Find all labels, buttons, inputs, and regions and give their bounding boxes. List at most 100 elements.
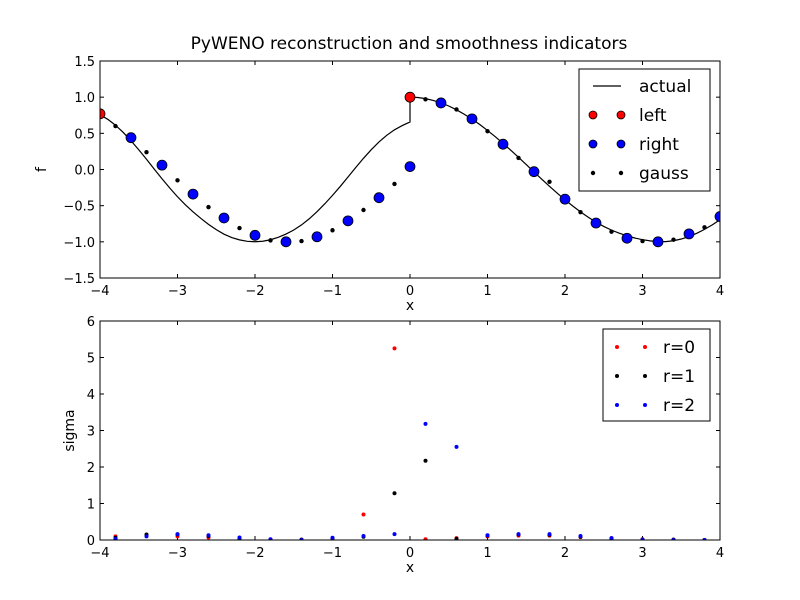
data-point-r=0 <box>361 512 366 517</box>
series-actual <box>100 96 720 243</box>
series-line-actual <box>100 96 720 243</box>
y-tick-label: 0.0 <box>74 164 95 179</box>
data-point-gauss <box>671 237 676 242</box>
legend-entry-left: left <box>588 106 667 126</box>
x-tick-label: −2 <box>245 284 264 299</box>
data-point-r=2 <box>640 537 645 540</box>
data-point-r=2 <box>516 532 521 537</box>
x-tick-label: 1 <box>483 546 491 561</box>
data-point-right <box>559 193 571 205</box>
data-point-gauss <box>330 228 335 233</box>
legend-swatch-marker <box>615 345 619 349</box>
data-point-r=2 <box>392 532 397 537</box>
data-point-gauss <box>454 107 459 112</box>
x-tick-label: 3 <box>638 546 646 561</box>
legend-swatch-marker <box>616 110 626 120</box>
legend-swatch-marker <box>643 403 647 407</box>
axes-frame <box>99 320 721 541</box>
legend: actual left right gauss <box>578 68 711 192</box>
y-tick-label: 3 <box>87 425 95 440</box>
x-axis-label: x <box>406 298 414 314</box>
data-point-right <box>497 138 509 150</box>
y-tick-label: 2 <box>87 461 95 476</box>
data-point-right <box>280 236 292 248</box>
data-point-r=2 <box>175 532 180 537</box>
legend-label: left <box>639 106 667 126</box>
data-point-right <box>528 166 540 178</box>
series-left <box>100 91 416 120</box>
data-point-right <box>373 192 385 204</box>
data-point-r=2 <box>547 532 552 537</box>
legend-swatch-marker <box>643 345 647 349</box>
data-point-gauss <box>206 204 211 210</box>
axes-frame <box>99 60 721 279</box>
data-point-r=2 <box>144 534 149 539</box>
data-point-right <box>590 217 602 229</box>
data-point-right <box>466 113 478 125</box>
x-tick-label: 0 <box>406 284 414 299</box>
data-point-r=2 <box>423 421 428 426</box>
legend-box <box>602 328 711 422</box>
x-tick-label: −3 <box>168 284 187 299</box>
data-point-r=2 <box>113 536 118 540</box>
data-point-gauss <box>578 209 583 215</box>
data-point-right <box>714 211 720 222</box>
legend-swatch-marker <box>643 374 647 378</box>
series-right <box>125 97 720 248</box>
x-tick-label: 2 <box>561 284 569 299</box>
data-point-gauss <box>113 123 118 129</box>
data-point-r=2 <box>268 537 273 540</box>
figure-title: PyWENO reconstruction and smoothness ind… <box>191 34 628 54</box>
data-point-gauss <box>361 207 366 213</box>
data-point-gauss <box>268 238 273 243</box>
data-point-right <box>435 97 447 109</box>
data-point-gauss <box>485 128 490 134</box>
data-point-right <box>125 132 137 144</box>
plot-area <box>100 91 720 248</box>
x-tick-label: −2 <box>245 546 264 561</box>
data-point-right <box>683 228 695 240</box>
legend-entry-r=1: r=1 <box>615 367 695 387</box>
x-tick-label: −4 <box>90 546 109 561</box>
legend-label: r=1 <box>663 367 695 387</box>
data-point-gauss <box>640 238 645 244</box>
data-point-r=2 <box>609 536 614 540</box>
data-point-gauss <box>237 225 242 231</box>
legend-box <box>578 68 711 192</box>
x-tick-label: 3 <box>638 284 646 299</box>
legend-entry-actual: actual <box>593 77 691 97</box>
bottom-panel-smoothness: −4 −3 −2 −1 0 1 2 3 4 0 1 2 3 4 5 6 x sigma r=0 r=1 r=2 <box>62 315 724 576</box>
data-point-gauss <box>702 225 707 230</box>
data-point-gauss <box>175 178 180 183</box>
plot-area <box>113 346 707 540</box>
data-point-r=2 <box>454 444 459 449</box>
legend-entry-r=2: r=2 <box>615 396 695 416</box>
y-tick-label: −1.5 <box>63 272 95 287</box>
x-tick-label: −3 <box>168 546 187 561</box>
data-point-r=0 <box>392 346 397 351</box>
data-point-right <box>311 231 323 243</box>
data-point-r=2 <box>206 533 211 538</box>
legend-swatch-marker <box>618 170 624 176</box>
legend: r=0 r=1 r=2 <box>602 328 711 422</box>
x-tick-label: −1 <box>323 546 342 561</box>
data-point-gauss <box>609 229 614 234</box>
series-r=2 <box>113 421 707 540</box>
y-axis-label: sigma <box>62 409 78 451</box>
data-point-r=2 <box>485 533 490 538</box>
legend-label: r=0 <box>663 338 695 358</box>
legend-label: right <box>639 135 679 155</box>
x-tick-label: 2 <box>561 546 569 561</box>
legend-entry-right: right <box>588 135 679 155</box>
data-point-gauss <box>299 238 304 244</box>
legend-entry-r=0: r=0 <box>615 338 695 358</box>
data-point-right <box>249 229 261 241</box>
series-gauss <box>113 97 707 244</box>
x-tick-label: 4 <box>716 546 724 561</box>
legend-label: r=2 <box>663 396 695 416</box>
x-tick-label: 1 <box>483 284 491 299</box>
y-tick-label: −1.0 <box>63 236 95 251</box>
data-point-gauss <box>392 181 397 187</box>
data-point-r=2 <box>237 535 242 540</box>
